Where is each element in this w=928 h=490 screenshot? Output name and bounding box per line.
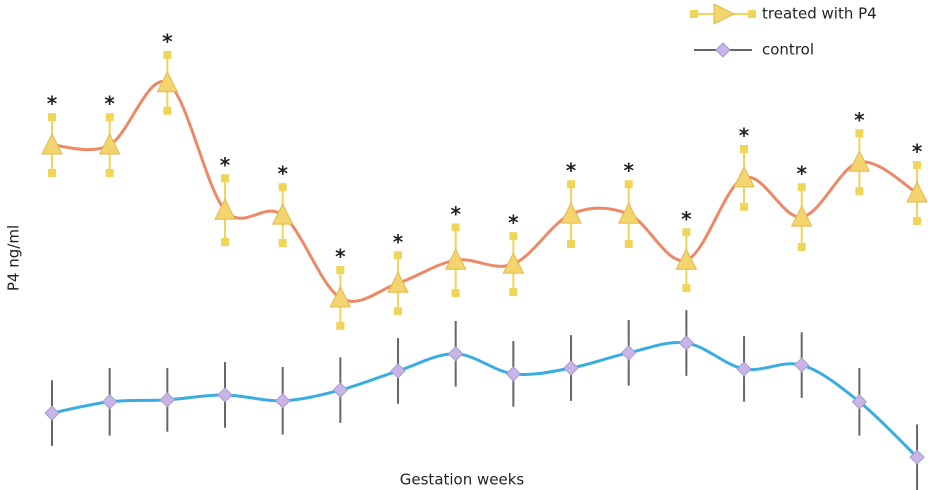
marker [678, 335, 695, 351]
annotation: * [854, 108, 865, 132]
marker [274, 393, 291, 409]
error-cap [509, 288, 518, 297]
marker [98, 132, 121, 155]
annotation: * [393, 230, 404, 254]
error-cap [451, 223, 460, 232]
error-cap [394, 307, 403, 316]
marker [41, 132, 63, 155]
marker [332, 382, 349, 398]
error-cap [163, 106, 172, 115]
error-cap [221, 238, 230, 247]
marker [159, 392, 176, 408]
error-cap [163, 50, 172, 59]
error-cap [740, 144, 749, 153]
legend-cap [690, 10, 698, 18]
error-cap [797, 242, 806, 251]
error-cap [278, 183, 287, 192]
annotation: * [566, 159, 577, 183]
marker [736, 361, 752, 377]
marker [560, 202, 582, 224]
error-cap [855, 129, 864, 138]
error-cap [105, 168, 114, 177]
legend-marker [713, 3, 736, 25]
series-line [51, 340, 919, 459]
marker [563, 360, 579, 376]
annotation: * [162, 29, 173, 53]
error-cap [48, 168, 56, 177]
error-cap [682, 284, 691, 293]
error-cap [509, 232, 518, 241]
error-cap [567, 240, 576, 249]
marker [156, 70, 179, 93]
series-line [51, 80, 918, 303]
marker [214, 198, 236, 220]
marker [617, 202, 640, 224]
annotation: * [220, 153, 231, 177]
marker [675, 248, 698, 270]
error-cap [336, 321, 345, 330]
annotation: * [335, 244, 346, 268]
error-cap [48, 113, 56, 122]
error-cap [913, 161, 922, 170]
marker [906, 180, 928, 203]
marker [733, 165, 755, 188]
marker [848, 150, 871, 172]
error-cap [105, 113, 114, 122]
annotation: * [47, 92, 58, 116]
error-cap [336, 265, 345, 274]
annotation: * [508, 211, 519, 235]
error-cap [797, 183, 806, 192]
annotation: * [104, 92, 115, 116]
marker [620, 345, 637, 361]
marker [794, 357, 810, 373]
error-cap [682, 228, 691, 237]
annotation: * [450, 202, 461, 226]
marker [217, 387, 233, 403]
marker [390, 363, 406, 379]
error-cap [567, 180, 576, 189]
error-cap [451, 289, 460, 298]
legend-label: control [762, 41, 814, 59]
legend-cap [748, 10, 756, 18]
marker [101, 394, 118, 410]
marker [44, 405, 60, 421]
annotation: * [681, 207, 692, 231]
error-cap [221, 174, 230, 183]
marker [790, 204, 813, 227]
marker [271, 202, 294, 225]
annotation: * [796, 162, 807, 186]
legend-label: treated with P4 [762, 5, 877, 23]
x-axis-label: Gestation weeks [400, 471, 525, 489]
marker [444, 248, 467, 270]
marker [502, 251, 525, 274]
annotation: * [277, 162, 288, 186]
marker [329, 285, 352, 308]
marker [387, 271, 409, 293]
error-cap [624, 180, 633, 189]
marker [851, 394, 868, 410]
error-cap [624, 240, 633, 249]
error-cap [278, 239, 287, 248]
error-cap [740, 202, 749, 211]
annotation: * [623, 159, 634, 183]
marker [505, 366, 522, 382]
error-cap [394, 251, 403, 260]
y-axis-label: P4 ng/ml [5, 225, 23, 291]
annotation: * [912, 140, 923, 164]
annotation: * [739, 123, 750, 147]
error-cap [855, 187, 864, 196]
marker [447, 346, 464, 362]
marker [909, 449, 925, 465]
error-cap [913, 216, 922, 225]
legend-marker [715, 42, 731, 58]
